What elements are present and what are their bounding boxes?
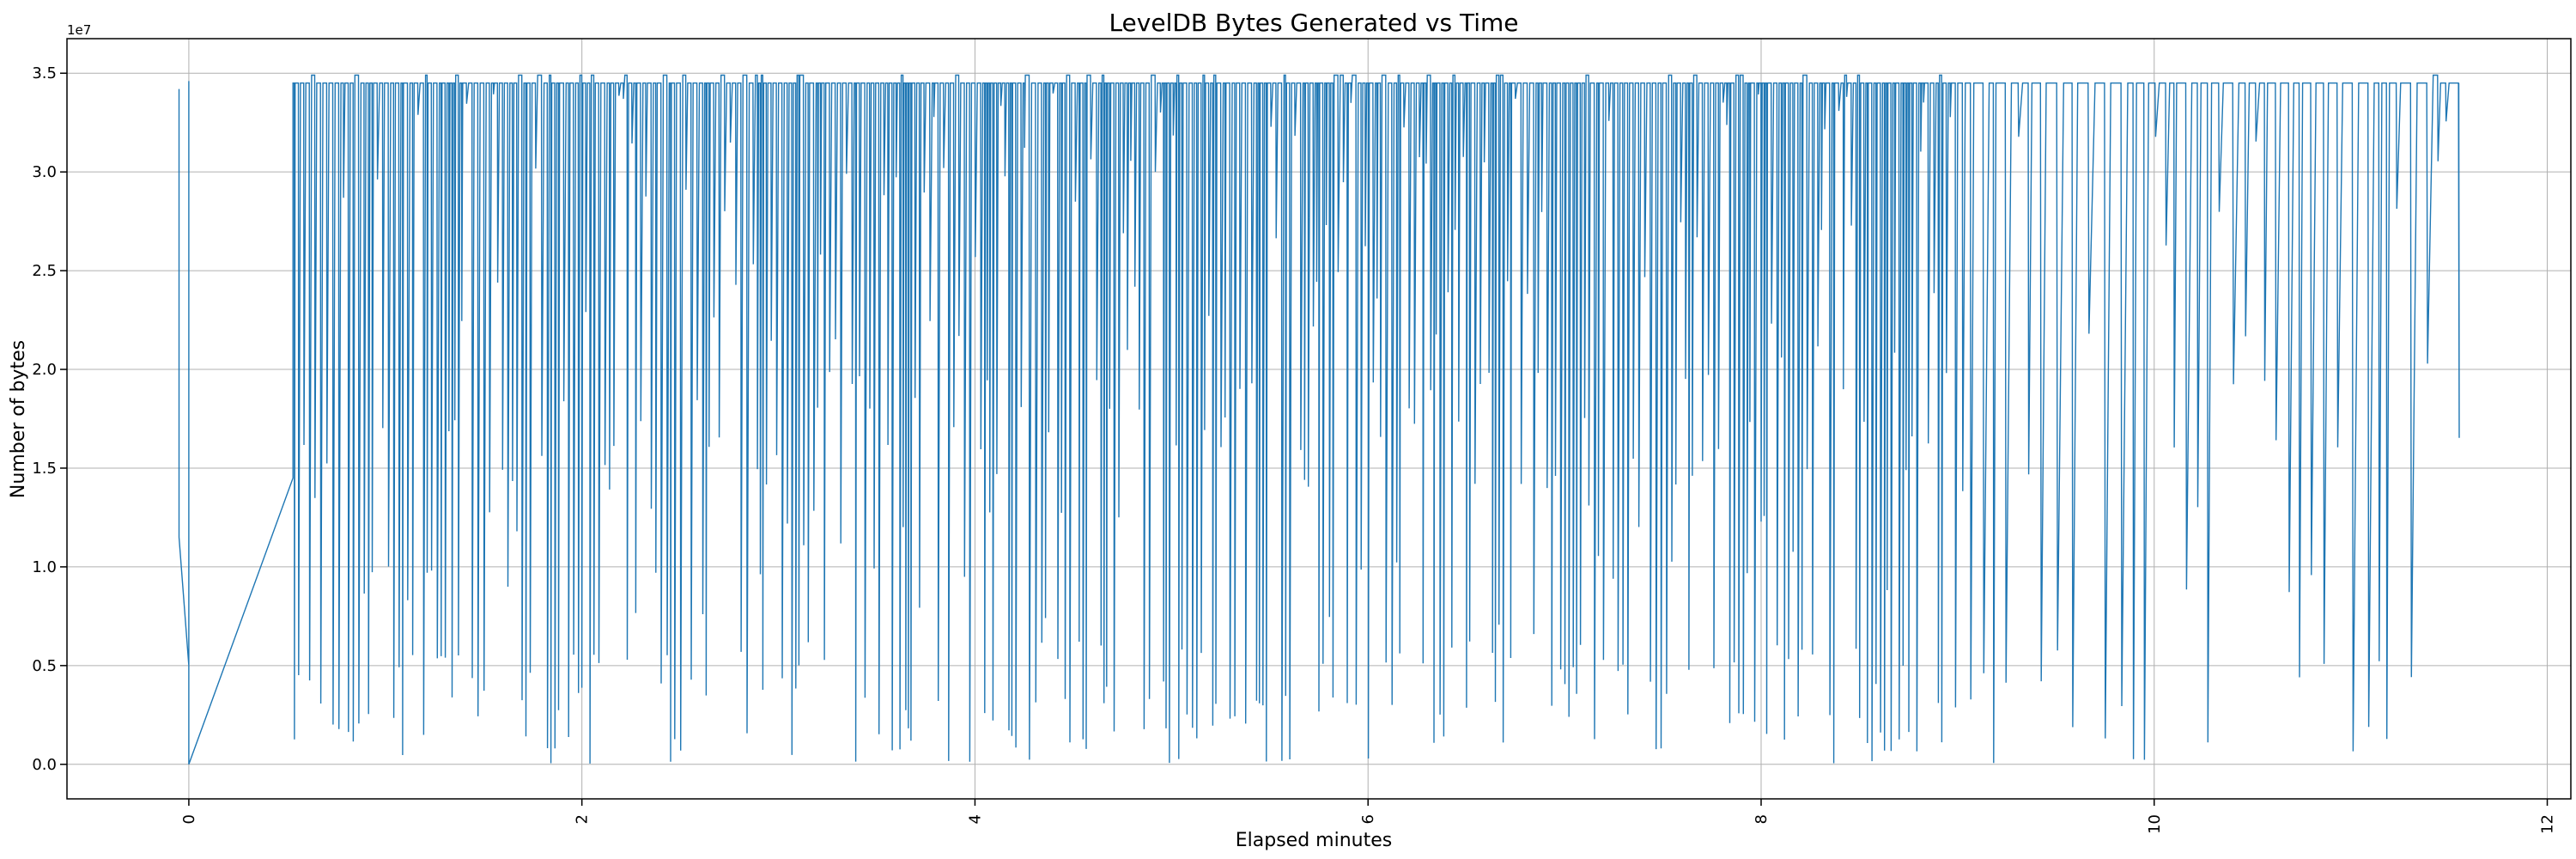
y-tick-label-3: 3.0 [32,163,57,181]
chart-title: LevelDB Bytes Generated vs Time [1109,9,1518,37]
x-tick-label-2: 2 [574,814,592,824]
y-tick-label-0: 0.0 [32,756,57,774]
series-line-bytes [178,74,2460,765]
x-tick-label-10: 10 [2146,814,2164,834]
y-ticks: 0.0 0.5 1.0 1.5 2.0 2.5 3.0 3.5 [32,64,67,774]
y-offset-label: 1e7 [67,22,91,38]
x-tick-label-0: 0 [180,814,198,824]
x-tick-label-6: 6 [1359,814,1377,824]
y-axis-label: Number of bytes [8,340,29,498]
x-tick-label-12: 12 [2539,814,2557,834]
x-ticks: 0 2 4 6 8 10 12 [180,799,2557,834]
y-tick-label-0.5: 0.5 [32,657,57,675]
y-tick-label-1: 1.0 [32,558,57,576]
x-axis-label: Elapsed minutes [1236,830,1392,851]
series-group [178,74,2460,765]
plot-frame [66,38,2572,800]
y-tick-label-3.5: 3.5 [32,64,57,82]
x-tick-label-4: 4 [966,814,984,824]
y-tick-label-2.5: 2.5 [32,262,57,280]
x-tick-label-8: 8 [1753,814,1771,824]
y-tick-label-2: 2.0 [32,361,57,379]
y-tick-label-1.5: 1.5 [32,460,57,478]
